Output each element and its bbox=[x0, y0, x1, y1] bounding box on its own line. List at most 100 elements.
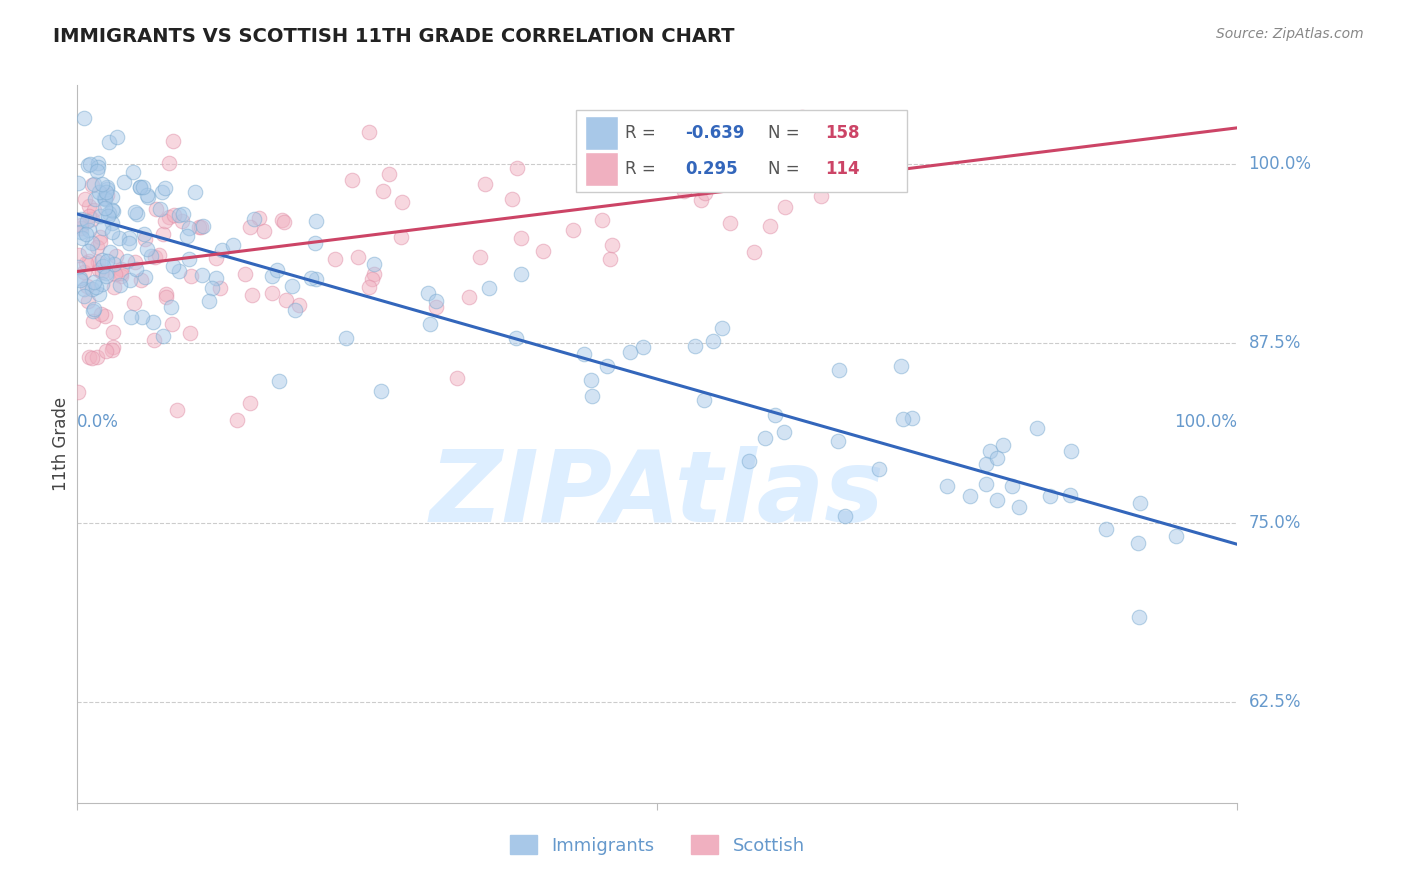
Point bbox=[685, 338, 707, 352]
Point bbox=[89, 209, 111, 223]
Point bbox=[810, 189, 832, 203]
Point bbox=[82, 314, 104, 328]
Point bbox=[124, 255, 146, 269]
Point bbox=[172, 207, 194, 221]
Point bbox=[357, 280, 380, 294]
Point bbox=[561, 223, 583, 237]
Point bbox=[274, 293, 297, 307]
Point bbox=[239, 220, 262, 235]
Point bbox=[1094, 522, 1116, 536]
Point bbox=[262, 268, 284, 283]
Point bbox=[162, 134, 184, 148]
Point bbox=[94, 268, 117, 283]
Point bbox=[190, 268, 212, 282]
Point bbox=[690, 193, 713, 207]
Point bbox=[198, 293, 221, 308]
Point bbox=[136, 190, 159, 204]
Point bbox=[710, 142, 733, 156]
Point bbox=[155, 214, 177, 228]
Point bbox=[132, 227, 155, 241]
Point bbox=[73, 192, 96, 206]
Point bbox=[152, 227, 174, 242]
Point bbox=[108, 231, 131, 245]
Point bbox=[103, 203, 125, 218]
Point bbox=[112, 175, 135, 189]
Text: 0.295: 0.295 bbox=[685, 160, 738, 178]
Point bbox=[83, 276, 105, 290]
Point bbox=[101, 202, 124, 217]
Point bbox=[148, 248, 170, 262]
Point bbox=[738, 454, 761, 468]
Point bbox=[129, 180, 152, 194]
Text: R =: R = bbox=[624, 160, 661, 178]
Point bbox=[86, 164, 108, 178]
Point bbox=[470, 250, 492, 264]
Point bbox=[93, 191, 115, 205]
Point bbox=[619, 345, 641, 359]
Point bbox=[505, 331, 527, 345]
Point bbox=[98, 245, 121, 260]
Point bbox=[163, 208, 186, 222]
Point bbox=[132, 179, 155, 194]
Point bbox=[240, 288, 263, 302]
Text: -0.639: -0.639 bbox=[685, 124, 745, 142]
Point bbox=[87, 255, 110, 269]
Point bbox=[94, 201, 117, 215]
Point bbox=[89, 262, 111, 277]
Point bbox=[1001, 479, 1024, 493]
Point bbox=[662, 173, 685, 187]
Point bbox=[183, 185, 205, 199]
Point bbox=[103, 340, 125, 354]
Point bbox=[458, 290, 481, 304]
Point bbox=[370, 384, 392, 398]
Point bbox=[271, 213, 294, 227]
Point bbox=[600, 169, 623, 183]
Point bbox=[204, 251, 226, 265]
Point bbox=[97, 209, 120, 223]
Point bbox=[145, 202, 167, 216]
Point bbox=[1060, 443, 1083, 458]
Text: 75.0%: 75.0% bbox=[1249, 514, 1301, 532]
FancyBboxPatch shape bbox=[585, 116, 617, 150]
Point bbox=[134, 270, 156, 285]
Point bbox=[247, 211, 270, 225]
Point bbox=[117, 231, 139, 245]
Point bbox=[828, 363, 851, 377]
Point bbox=[531, 244, 554, 258]
Point bbox=[90, 265, 112, 279]
Point bbox=[673, 184, 696, 198]
Point bbox=[371, 184, 394, 198]
Point bbox=[595, 359, 617, 373]
Point bbox=[77, 293, 100, 308]
Point bbox=[84, 280, 107, 294]
Point bbox=[281, 278, 304, 293]
Point bbox=[87, 156, 110, 170]
Point bbox=[273, 215, 295, 229]
Point bbox=[177, 252, 200, 266]
Point bbox=[100, 225, 122, 239]
Point bbox=[73, 282, 96, 296]
Point bbox=[83, 178, 105, 192]
Point bbox=[94, 344, 117, 359]
Point bbox=[97, 135, 120, 149]
Point bbox=[509, 231, 531, 245]
Point bbox=[792, 110, 814, 124]
Point bbox=[342, 172, 364, 186]
Point bbox=[167, 208, 190, 222]
Point bbox=[160, 300, 183, 314]
Point bbox=[89, 229, 111, 244]
Point bbox=[82, 178, 104, 193]
Point bbox=[136, 242, 159, 256]
Text: 0.0%: 0.0% bbox=[77, 413, 120, 431]
Point bbox=[425, 294, 447, 309]
Point bbox=[478, 281, 501, 295]
Point bbox=[167, 264, 190, 278]
Point bbox=[299, 270, 322, 285]
Point bbox=[110, 268, 132, 283]
Point bbox=[1164, 528, 1187, 542]
Point bbox=[695, 186, 717, 201]
Point bbox=[155, 287, 177, 301]
Point bbox=[1128, 610, 1150, 624]
Point bbox=[890, 359, 912, 373]
Point bbox=[125, 262, 148, 277]
